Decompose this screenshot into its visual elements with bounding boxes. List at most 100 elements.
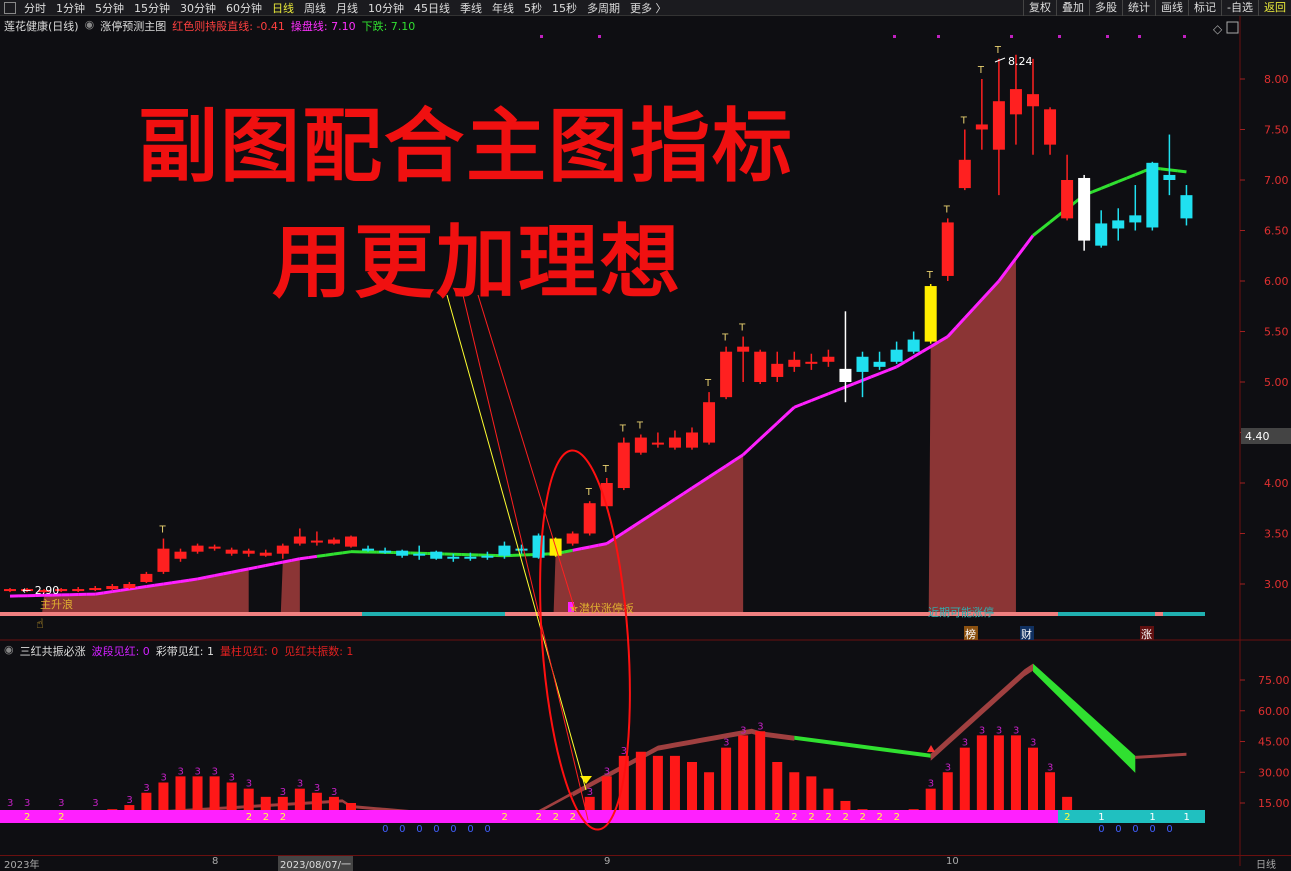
volume-bar [704, 772, 714, 810]
bottom-label: 2 [860, 812, 866, 823]
candle-body [720, 352, 732, 397]
volume-bar [772, 762, 782, 810]
ma-fill-area [281, 559, 300, 613]
ma-line-segment [1135, 171, 1144, 174]
ma-line-segment [146, 585, 155, 586]
zero-label: 0 [467, 824, 473, 835]
volume-bar [755, 731, 765, 810]
candle-body [652, 443, 664, 445]
candle-body [498, 546, 510, 556]
sub-indicator-name[interactable]: 三红共振必涨 [20, 643, 86, 659]
volume-bar [1011, 735, 1021, 810]
volume-bar [1045, 772, 1055, 810]
ma-line-segment [95, 593, 104, 594]
ma-line-segment [189, 579, 198, 580]
candle-body [379, 551, 391, 553]
bottom-label: 2 [246, 812, 252, 823]
candle-body [993, 101, 1005, 149]
ma-line-segment [769, 423, 778, 431]
wave-value: 波段见红: 0 [92, 643, 150, 659]
ma-line-segment [897, 362, 906, 367]
y-tick-label: 7.50 [1264, 124, 1289, 137]
t-mark: T [943, 204, 951, 215]
ma-line-segment [888, 367, 897, 370]
ma-line-segment [1161, 169, 1170, 170]
t-mark: T [158, 525, 166, 536]
candle-body [396, 551, 408, 556]
volume-value: 量柱见红: 0 [220, 643, 278, 659]
period-label[interactable]: 日线 [1256, 856, 1276, 871]
ma-line-segment [249, 567, 258, 569]
volume-bar [278, 797, 288, 810]
candle-body [89, 588, 101, 590]
crosshair-date: 2023/08/07/一 [278, 856, 353, 871]
bottom-label: 2 [877, 812, 883, 823]
badge: 财 [1021, 627, 1032, 641]
volume-bar [840, 801, 850, 810]
candle-body [925, 286, 937, 342]
volume-bar [193, 776, 203, 810]
volume-bar [107, 809, 117, 810]
volume-bar [789, 772, 799, 810]
signal-dot [1138, 35, 1141, 38]
volume-bar [210, 776, 220, 810]
candle-body [413, 554, 425, 556]
ma-line-segment [752, 439, 761, 447]
candle-body [618, 443, 630, 488]
low-price-label: ← 2.90 [22, 584, 59, 597]
bottom-label: 2 [24, 812, 30, 823]
bottom-label: 2 [842, 812, 848, 823]
bottom-label: 2 [280, 812, 286, 823]
ma-line-segment [1093, 188, 1102, 191]
top-label: 3 [996, 725, 1002, 736]
ma-line-segment [206, 576, 215, 578]
candle-body [771, 364, 783, 377]
y-tick-label: 3.00 [1264, 578, 1289, 591]
candle-body [976, 124, 988, 129]
candle-body [277, 546, 289, 554]
candle-body [533, 536, 545, 558]
candle-body [447, 557, 459, 559]
candle-body [345, 537, 357, 547]
t-mark: T [926, 270, 934, 281]
candle-body [243, 551, 255, 554]
main-wave-label: 主升浪 [40, 597, 73, 611]
volume-bar [823, 789, 833, 810]
ma-line-segment [1169, 170, 1178, 171]
signal-band [1155, 612, 1163, 616]
signal-dot [1058, 35, 1061, 38]
candle-body [1044, 109, 1056, 144]
signal-dot [893, 35, 896, 38]
volume-bar [909, 809, 919, 810]
top-label: 3 [979, 725, 985, 736]
ma-line-segment [240, 569, 249, 571]
signal-dot [937, 35, 940, 38]
top-label: 3 [1047, 762, 1053, 773]
ma-line-segment [121, 589, 130, 590]
badge: 涨 [1141, 628, 1152, 641]
top-label: 3 [92, 798, 98, 809]
t-mark: T [585, 487, 593, 498]
ma-line-segment [1033, 229, 1042, 236]
ma-line-segment [266, 564, 275, 566]
zero-label: 0 [433, 824, 439, 835]
ma-line-segment [334, 553, 343, 554]
ma-line-segment [274, 562, 283, 564]
sub-indicator-dropdown[interactable]: ◉ [4, 643, 14, 659]
y-tick-label: 5.00 [1264, 376, 1289, 389]
x-label: 10 [946, 856, 959, 867]
volume-bar [670, 756, 680, 810]
top-label: 3 [7, 798, 13, 809]
t-mark: T [636, 421, 644, 432]
overlay-title-line1: 副图配合主图指标 [138, 82, 794, 198]
ma-line-segment [863, 377, 872, 380]
volume-bar [977, 735, 987, 810]
ma-line-segment [1042, 222, 1051, 229]
candle-body [464, 557, 476, 559]
ma-line-segment [581, 547, 590, 549]
candle-body [1095, 223, 1107, 245]
signal-dot [1106, 35, 1109, 38]
top-label: 3 [587, 787, 593, 798]
top-label: 3 [160, 773, 166, 784]
signal-dot [1183, 35, 1186, 38]
